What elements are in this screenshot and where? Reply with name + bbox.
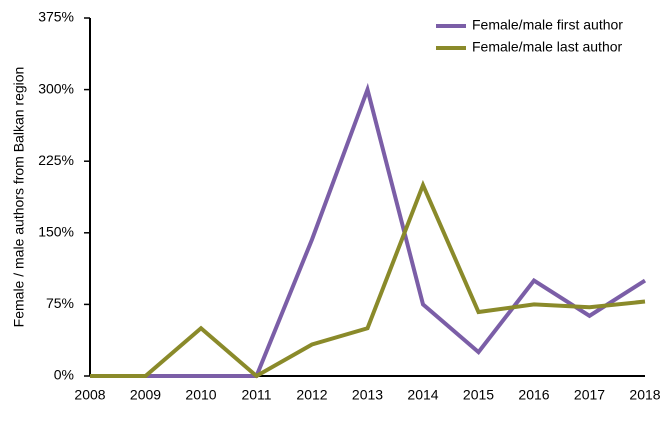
x-tick-label: 2012 — [296, 387, 327, 403]
y-tick-label: 150% — [38, 224, 74, 240]
x-tick-label: 2018 — [629, 387, 660, 403]
x-tick-label: 2011 — [241, 387, 271, 403]
y-tick-label: 375% — [38, 9, 74, 25]
y-tick-label: 300% — [38, 80, 74, 96]
y-tick-label: 75% — [46, 295, 74, 311]
legend-label: Female/male first author — [472, 17, 623, 33]
x-tick-label: 2016 — [518, 387, 549, 403]
x-tick-label: 2009 — [130, 387, 161, 403]
x-tick-label: 2017 — [574, 387, 605, 403]
legend-label: Female/male last author — [472, 39, 623, 55]
series-line — [90, 82, 647, 378]
y-tick-label: 225% — [38, 152, 74, 168]
y-tick-label: 0% — [54, 367, 74, 383]
x-tick-label: 2014 — [407, 387, 438, 403]
y-axis-label: Female / male authors from Balkan region — [11, 67, 27, 328]
x-tick-label: 2008 — [74, 387, 105, 403]
x-tick-label: 2015 — [463, 387, 494, 403]
x-tick-label: 2010 — [185, 387, 216, 403]
series-line — [90, 179, 646, 379]
x-tick-label: 2013 — [352, 387, 383, 403]
